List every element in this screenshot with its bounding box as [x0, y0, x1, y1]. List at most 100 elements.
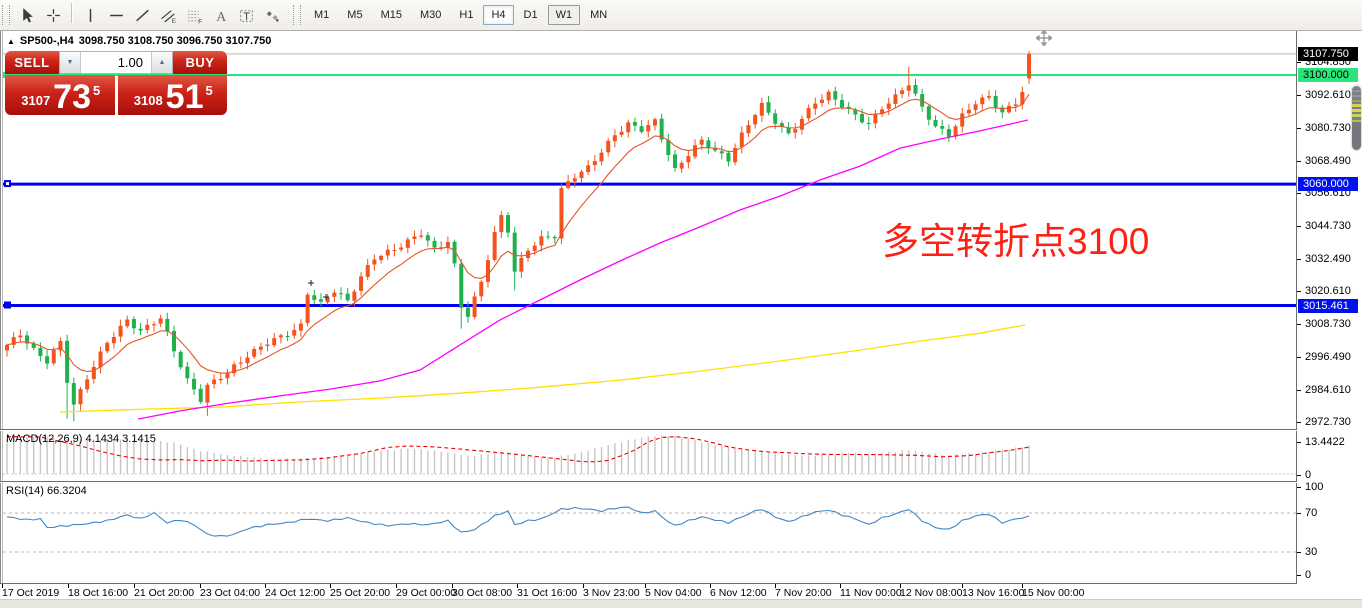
price-badge: 3107.750 — [1298, 47, 1358, 61]
scrollbar-thumb[interactable] — [1352, 86, 1361, 150]
price-axis[interactable]: 3104.850 3092.610 3080.730 3068.490 3056.610… — [1297, 31, 1362, 584]
price-tick — [1297, 161, 1301, 162]
timeframe-D1-button[interactable]: D1 — [523, 9, 538, 21]
one-click-trading-panel: SELL ▼ ▲ BUY 3107 73 5 3108 51 5 — [5, 51, 227, 115]
horizontal-line-icon — [109, 14, 123, 16]
mouse-cursor-icon — [1036, 30, 1052, 46]
candle-body — [913, 84, 918, 94]
candle-body — [425, 235, 430, 241]
pane-separator[interactable] — [0, 429, 1362, 430]
timeframe-M30-button[interactable]: M30 — [419, 9, 442, 21]
candle-body — [85, 379, 90, 390]
time-tick — [900, 584, 901, 588]
rsi-axis-tick — [1297, 552, 1301, 553]
candle-body — [98, 351, 103, 368]
candle-body — [766, 102, 771, 113]
buy-price-sup: 5 — [205, 83, 213, 98]
rsi-axis-label: 30 — [1305, 546, 1318, 558]
tool-trendline-button[interactable] — [129, 3, 155, 27]
pane-separator[interactable] — [0, 481, 1362, 482]
time-tick — [330, 584, 331, 588]
tool-vertical-line-button[interactable] — [77, 3, 103, 27]
sell-button[interactable]: SELL — [5, 51, 59, 74]
cursor-icon — [22, 7, 33, 23]
candle-body — [853, 109, 858, 115]
candle-body — [626, 122, 631, 133]
time-tick — [583, 584, 584, 588]
macd-pane-canvas[interactable] — [3, 431, 1296, 481]
candle-body — [592, 161, 597, 166]
candle-body — [973, 104, 978, 110]
buy-button[interactable]: BUY — [173, 51, 227, 74]
candle-body — [238, 362, 243, 364]
tool-arrows-button[interactable] — [259, 3, 285, 27]
time-tick — [2, 584, 3, 588]
fibonacci-icon: F — [187, 10, 202, 24]
toolbar-separator — [71, 3, 72, 23]
timeframe-H1-button[interactable]: H1 — [459, 9, 474, 21]
equidistant-channel-icon: E — [160, 9, 175, 24]
candle-body — [459, 263, 464, 308]
candle-body — [866, 122, 871, 124]
hline-handle[interactable] — [4, 301, 11, 309]
candle-body — [118, 325, 123, 337]
tool-crosshair-button[interactable] — [40, 3, 66, 27]
candle-body — [619, 131, 624, 135]
tool-cursor-button[interactable] — [14, 3, 40, 27]
time-tick — [840, 584, 841, 588]
toolbar-grip[interactable] — [2, 5, 10, 25]
time-tick-label: 17 Oct 2019 — [2, 587, 60, 599]
tool-equidistant-channel-button[interactable]: E — [155, 3, 181, 27]
timeframe-H4-button[interactable]: H4 — [483, 5, 514, 25]
candle-body — [926, 106, 931, 120]
rsi-pane-canvas[interactable] — [3, 483, 1296, 583]
tool-text-label-button[interactable]: T — [233, 3, 259, 27]
candle-body — [646, 124, 651, 132]
candle-body — [806, 108, 811, 119]
timeframe-W1-button[interactable]: W1 — [547, 5, 581, 25]
candle-body — [666, 140, 671, 156]
candle-body — [1000, 107, 1005, 113]
rsi-axis-tick — [1297, 575, 1301, 576]
candle-body — [272, 338, 277, 346]
timeframe-M5-button[interactable]: M5 — [347, 9, 363, 21]
tool-horizontal-line-button[interactable] — [103, 3, 129, 27]
timeframe-M15-button[interactable]: M15 — [380, 9, 402, 21]
collapse-icon[interactable]: ▲ — [7, 36, 15, 46]
ohlc-values: 3098.750 3108.750 3096.750 3107.750 — [78, 35, 272, 47]
candle-body — [51, 350, 56, 364]
price-tick-label: 3092.610 — [1305, 89, 1351, 101]
main-chart-canvas[interactable] — [3, 31, 1296, 429]
candle-body — [205, 384, 210, 403]
candles-group — [5, 51, 1032, 422]
tool-fibonacci-button[interactable]: F — [181, 3, 207, 27]
candle-body — [45, 356, 50, 364]
macd-axis-label: 13.4422 — [1305, 436, 1345, 448]
volume-increase-button[interactable]: ▲ — [151, 52, 172, 73]
rsi-axis-tick — [1297, 487, 1301, 488]
vertical-line-icon — [89, 8, 91, 22]
candle-body — [412, 236, 417, 240]
sell-price-sup: 5 — [93, 83, 101, 98]
arrows-icon — [266, 10, 279, 22]
candle-body — [365, 265, 370, 277]
tool-text-button[interactable]: A — [207, 3, 233, 27]
timeframe-grip[interactable] — [293, 5, 301, 25]
volume-decrease-button[interactable]: ▼ — [60, 52, 81, 73]
candle-body — [65, 340, 70, 383]
candle-body — [893, 94, 898, 104]
candle-body — [318, 299, 323, 302]
time-axis[interactable]: 17 Oct 2019 18 Oct 16:00 21 Oct 20:00 23 Oc… — [0, 584, 1362, 599]
time-tick-label: 18 Oct 16:00 — [68, 587, 129, 599]
timeframe-MN-button[interactable]: MN — [590, 9, 608, 21]
candle-body — [359, 276, 364, 291]
price-tick-label: 3008.730 — [1305, 318, 1351, 330]
buy-quote[interactable]: 3108 51 5 — [117, 75, 227, 115]
candle-body — [519, 258, 524, 272]
timeframe-M1-button[interactable]: M1 — [314, 9, 330, 21]
sell-quote[interactable]: 3107 73 5 — [5, 75, 115, 115]
time-tick-label: 31 Oct 16:00 — [517, 587, 578, 599]
time-tick-label: 21 Oct 20:00 — [134, 587, 195, 599]
volume-input[interactable] — [81, 52, 151, 73]
candle-body — [606, 140, 611, 153]
